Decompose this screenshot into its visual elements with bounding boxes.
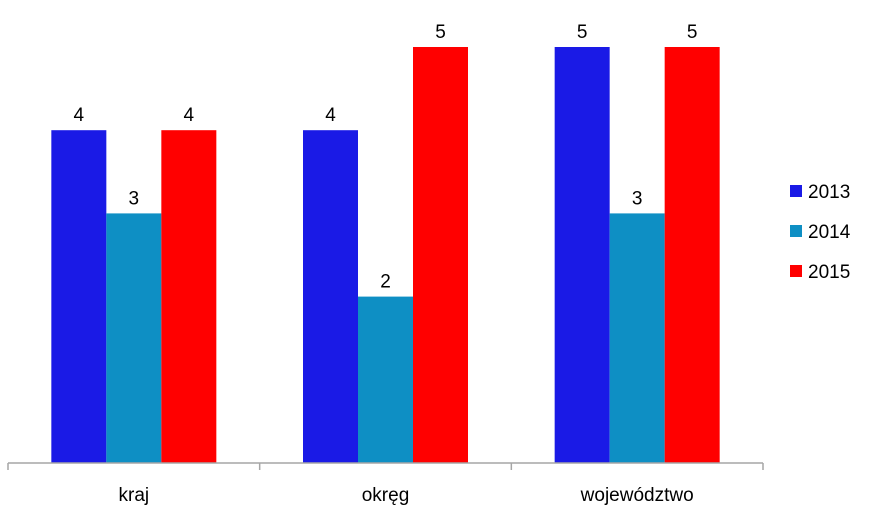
bar-2015-0 — [161, 130, 217, 463]
x-tick-label: kraj — [119, 485, 150, 506]
data-label-2014-2: 3 — [632, 188, 643, 209]
bar-2015-1 — [413, 47, 468, 463]
data-label-2015-2: 5 — [687, 22, 698, 43]
legend-label-2014: 2014 — [808, 222, 851, 243]
bar-2014-0 — [106, 213, 162, 463]
data-label-2013-1: 4 — [325, 105, 336, 126]
bars-layer — [51, 47, 720, 463]
data-label-2013-0: 4 — [74, 105, 85, 126]
data-label-2014-0: 3 — [129, 188, 140, 209]
data-labels-layer: 4 3 4 4 2 5 5 3 5 — [74, 22, 698, 293]
legend-label-2015: 2015 — [808, 262, 850, 283]
bar-2013-0 — [51, 130, 107, 463]
bar-2013-2 — [554, 47, 610, 463]
data-label-2015-1: 5 — [435, 22, 446, 43]
x-tick-labels-layer: kraj okręg województwo — [119, 485, 694, 506]
data-label-2015-0: 4 — [184, 105, 195, 126]
legend-swatch-2014 — [790, 225, 802, 237]
bar-2014-1 — [358, 296, 413, 463]
bar-2013-1 — [303, 130, 358, 463]
x-tick-label: województwo — [580, 485, 694, 506]
x-tick-label: okręg — [362, 485, 410, 506]
data-label-2013-2: 5 — [577, 22, 588, 43]
x-ticks-layer — [7, 463, 764, 470]
bar-2015-2 — [664, 47, 720, 463]
legend-label-2013: 2013 — [808, 182, 850, 203]
legend-swatch-2013 — [790, 185, 802, 197]
legend: 2013 2014 2015 — [790, 182, 851, 283]
bar-2014-2 — [609, 213, 665, 463]
data-label-2014-1: 2 — [380, 272, 391, 293]
legend-swatch-2015 — [790, 265, 802, 277]
